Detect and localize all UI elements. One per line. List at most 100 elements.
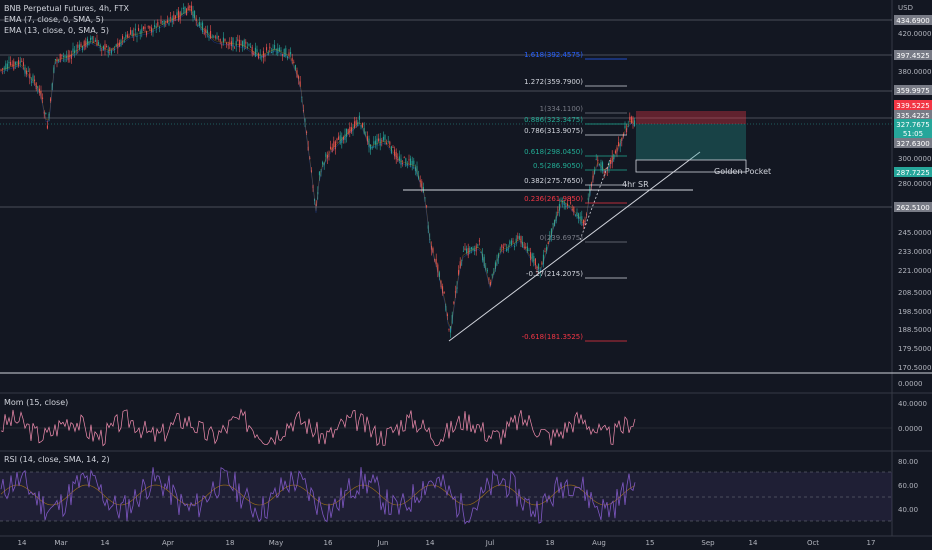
candle-body — [24, 67, 26, 74]
candle-body — [630, 116, 632, 124]
candle-body — [198, 21, 200, 26]
fib-level-label: -0.27(214.2075) — [526, 270, 583, 278]
candle-body — [27, 70, 29, 72]
candle-body — [531, 253, 533, 259]
candle-body — [493, 271, 495, 274]
time-tick-label: 18 — [226, 539, 235, 547]
candle-body — [64, 55, 66, 57]
candle-body — [534, 258, 536, 266]
fib-level-label: 1.618(392.4575) — [524, 51, 583, 59]
candle-body — [277, 48, 279, 54]
candle-body — [515, 238, 517, 244]
candle-body — [0, 69, 2, 71]
stop-loss-zone — [636, 111, 746, 124]
candle-body — [602, 162, 604, 171]
candle-body — [466, 248, 468, 253]
candle-body — [253, 52, 255, 55]
candle-body — [133, 33, 135, 36]
candle-body — [248, 43, 250, 46]
candle-body — [586, 213, 588, 216]
candle-body — [526, 246, 528, 252]
ema-line — [0, 10, 635, 332]
price-badge-label: 339.5225 — [896, 102, 929, 110]
candle-body — [50, 98, 52, 102]
candle-body — [349, 126, 351, 133]
price-badge-label: 397.4525 — [896, 52, 929, 60]
candle-body — [485, 268, 487, 270]
price-badge-label: 335.4225 — [896, 112, 929, 120]
candle-body — [168, 23, 170, 25]
candle-body — [51, 83, 53, 91]
candle-body — [32, 75, 34, 81]
candle-body — [408, 159, 410, 161]
candle-body — [120, 40, 122, 46]
candle-body — [72, 48, 74, 53]
fib-level-label: 0.236(261.9850) — [524, 195, 583, 203]
candle-body — [544, 250, 546, 252]
candle-body — [334, 141, 336, 150]
ema-line — [0, 8, 635, 330]
candle-body — [123, 40, 125, 43]
rsi-tick-label: 80.00 — [898, 458, 918, 466]
candle-body — [461, 259, 463, 261]
candle-body — [416, 166, 418, 174]
candle-body — [398, 156, 400, 161]
time-tick-label: Aug — [592, 539, 606, 547]
candle-body — [496, 259, 498, 261]
pane-zero-label: 0.0000 — [898, 380, 923, 388]
ema-13-legend: EMA (13, close, 0, SMA, 5) — [4, 26, 109, 35]
rsi-tick-label: 40.00 — [898, 506, 918, 514]
candle-body — [458, 270, 460, 275]
candle-body — [29, 73, 31, 79]
candle-body — [597, 159, 599, 162]
candle-body — [421, 181, 423, 189]
candle-body — [288, 52, 290, 56]
candle-body — [346, 128, 348, 137]
candle-body — [498, 253, 500, 258]
candle-body — [186, 8, 188, 16]
candle-body — [230, 41, 232, 47]
candle-body — [38, 88, 40, 93]
candle-body — [251, 47, 253, 55]
candle-body — [323, 162, 325, 166]
candle-body — [270, 52, 272, 54]
candle-body — [587, 198, 589, 200]
rsi-legend: RSI (14, close, SMA, 14, 2) — [4, 455, 110, 464]
candle-body — [307, 146, 309, 151]
candle-body — [541, 263, 543, 265]
candle-body — [309, 157, 311, 159]
candle-body — [238, 40, 240, 48]
candle-body — [550, 228, 552, 238]
candle-body — [499, 248, 501, 250]
fib-level-label: 0(239.6975) — [540, 234, 584, 242]
candle-body — [14, 62, 16, 65]
candle-body — [139, 31, 141, 34]
candle-body — [470, 247, 472, 250]
candle-body — [280, 49, 282, 51]
candle-body — [101, 49, 103, 51]
candle-body — [557, 211, 559, 213]
candle-body — [405, 158, 407, 166]
candle-body — [66, 56, 68, 58]
price-badge — [894, 100, 932, 110]
candle-body — [445, 305, 447, 311]
candle-body — [464, 248, 466, 251]
price-badge-label: 287.7225 — [896, 169, 929, 177]
candle-body — [504, 243, 506, 245]
candle-body — [576, 212, 578, 217]
golden-pocket-label: Golden Pocket — [714, 167, 771, 176]
candle-body — [179, 12, 181, 20]
candle-body — [330, 146, 332, 150]
candle-body — [77, 44, 79, 48]
candle-body — [626, 128, 628, 133]
candle-body — [294, 64, 296, 70]
candle-body — [528, 249, 530, 251]
candle-body — [189, 5, 191, 8]
candle-body — [80, 43, 82, 48]
candle-body — [266, 47, 268, 51]
candle-body — [397, 159, 399, 161]
candle-body — [306, 131, 308, 134]
candle-body — [453, 302, 455, 304]
candle-body — [54, 59, 56, 61]
